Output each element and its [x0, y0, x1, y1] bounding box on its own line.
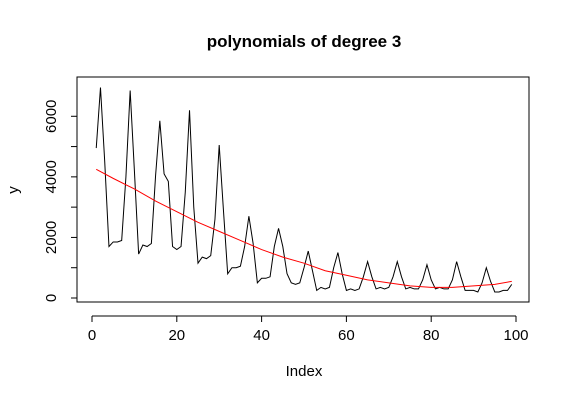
x-tick-label: 20 — [168, 327, 185, 344]
x-tick-label: 40 — [253, 327, 270, 344]
x-tick-label: 80 — [423, 327, 440, 344]
x-axis-label: Index — [286, 363, 323, 380]
x-tick-label: 0 — [88, 327, 96, 344]
data-series-line — [95, 87, 513, 293]
y-tick-label: 2000 — [43, 221, 60, 254]
y-axis-label: y — [5, 186, 22, 194]
y-axis-ticks: 0 2000 4000 6000 — [43, 100, 77, 302]
plot-frame — [76, 76, 530, 303]
x-axis-ticks: 0 20 40 60 80 100 — [88, 316, 529, 344]
y-tick-label: 0 — [43, 294, 60, 302]
y-tick-label: 4000 — [43, 160, 60, 193]
x-tick-label: 60 — [338, 327, 355, 344]
x-tick-label: 100 — [503, 327, 528, 344]
fitted-polynomial-line — [96, 168, 512, 288]
y-tick-label: 6000 — [43, 100, 60, 133]
chart-title: polynomials of degree 3 — [207, 32, 402, 51]
series-layer — [95, 87, 513, 293]
